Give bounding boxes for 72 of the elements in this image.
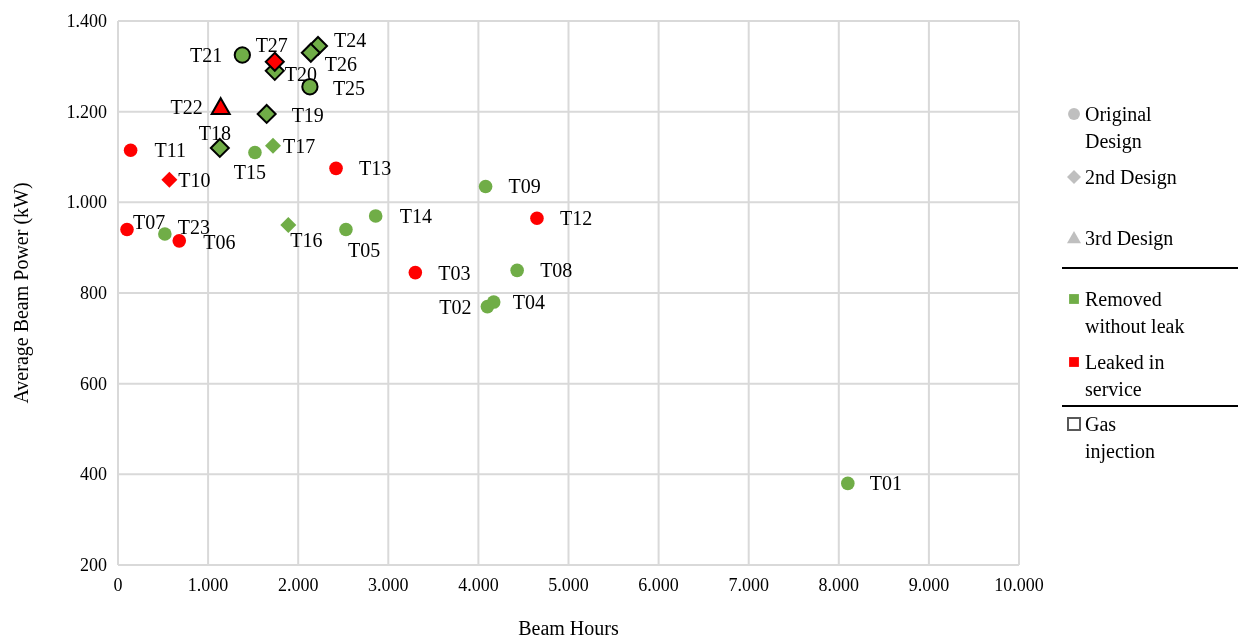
data-label: T07 bbox=[133, 210, 166, 233]
data-label: T21 bbox=[190, 44, 223, 66]
data-label: T10 bbox=[178, 168, 211, 191]
data-label: T09 bbox=[508, 175, 541, 198]
y-tick-label: 200 bbox=[80, 555, 107, 575]
point bbox=[368, 209, 383, 223]
data-label: T26 bbox=[324, 52, 358, 75]
point bbox=[248, 145, 262, 160]
text: 3rd Design bbox=[1085, 227, 1174, 250]
x-tick-label: 2.000 bbox=[277, 575, 319, 595]
x-tick-label: 10.000 bbox=[994, 575, 1044, 595]
x-tick-label: 9.000 bbox=[908, 575, 950, 595]
point bbox=[530, 211, 544, 225]
data-label: T17 bbox=[282, 134, 316, 157]
data-label: T16 bbox=[290, 229, 323, 251]
point bbox=[264, 137, 281, 154]
x-tick-label: 4.000 bbox=[458, 575, 499, 595]
point bbox=[510, 263, 524, 278]
data-label: T27 bbox=[255, 33, 288, 56]
point bbox=[329, 161, 343, 176]
data-label: T03 bbox=[438, 261, 471, 284]
x-tick-label: 3.000 bbox=[368, 575, 409, 595]
data-label: T18 bbox=[198, 121, 231, 144]
y-tick-label: 1.200 bbox=[66, 101, 107, 122]
data-label: T13 bbox=[359, 157, 392, 180]
point bbox=[161, 171, 178, 188]
x-tick-label: 6.000 bbox=[638, 575, 679, 595]
y-tick-label: 800 bbox=[80, 283, 107, 303]
data-label: T05 bbox=[347, 238, 381, 261]
x-tick-label: 0 bbox=[113, 575, 123, 595]
x-axis-title: Beam Hours bbox=[518, 617, 619, 639]
y-tick-label: 1.000 bbox=[66, 192, 107, 213]
data-label: T11 bbox=[154, 139, 187, 162]
data-label: T01 bbox=[869, 472, 903, 495]
data-label: T14 bbox=[399, 204, 432, 227]
data-label: T15 bbox=[233, 161, 267, 184]
point bbox=[264, 51, 285, 72]
point bbox=[256, 103, 277, 124]
point bbox=[233, 46, 251, 64]
point bbox=[123, 143, 138, 157]
x-tick-label: 1.000 bbox=[187, 575, 229, 595]
point bbox=[120, 222, 134, 237]
point bbox=[339, 222, 353, 237]
data-label: T22 bbox=[170, 96, 203, 119]
point bbox=[300, 42, 321, 63]
data-label: T25 bbox=[332, 76, 366, 99]
text: Gas injection bbox=[1085, 413, 1155, 463]
text: Removed without leak bbox=[1085, 288, 1185, 337]
point bbox=[478, 179, 493, 194]
y-tick-label: 400 bbox=[80, 464, 107, 485]
point bbox=[280, 217, 297, 233]
y-axis-title: Average Beam Power (kW) bbox=[10, 182, 33, 404]
point bbox=[210, 97, 231, 115]
point bbox=[408, 265, 423, 280]
point bbox=[158, 227, 172, 241]
x-tick-label: 7.000 bbox=[728, 575, 769, 595]
x-tick-label: 8.000 bbox=[818, 575, 860, 595]
text: 2nd Design bbox=[1085, 166, 1177, 189]
data-label: T24 bbox=[334, 28, 367, 51]
point bbox=[172, 234, 187, 248]
data-label: T12 bbox=[559, 207, 593, 230]
data-label: T08 bbox=[540, 259, 573, 282]
point bbox=[841, 476, 855, 491]
text: Original Design bbox=[1085, 103, 1153, 153]
data-label: T02 bbox=[439, 295, 472, 318]
y-tick-label: 1.400 bbox=[66, 11, 107, 31]
text: Leaked in service bbox=[1085, 351, 1165, 400]
x-tick-label: 5.000 bbox=[548, 575, 589, 595]
y-tick-label: 600 bbox=[80, 373, 107, 394]
data-label: T19 bbox=[291, 103, 324, 126]
data-label: T04 bbox=[512, 291, 545, 314]
point bbox=[486, 295, 501, 309]
